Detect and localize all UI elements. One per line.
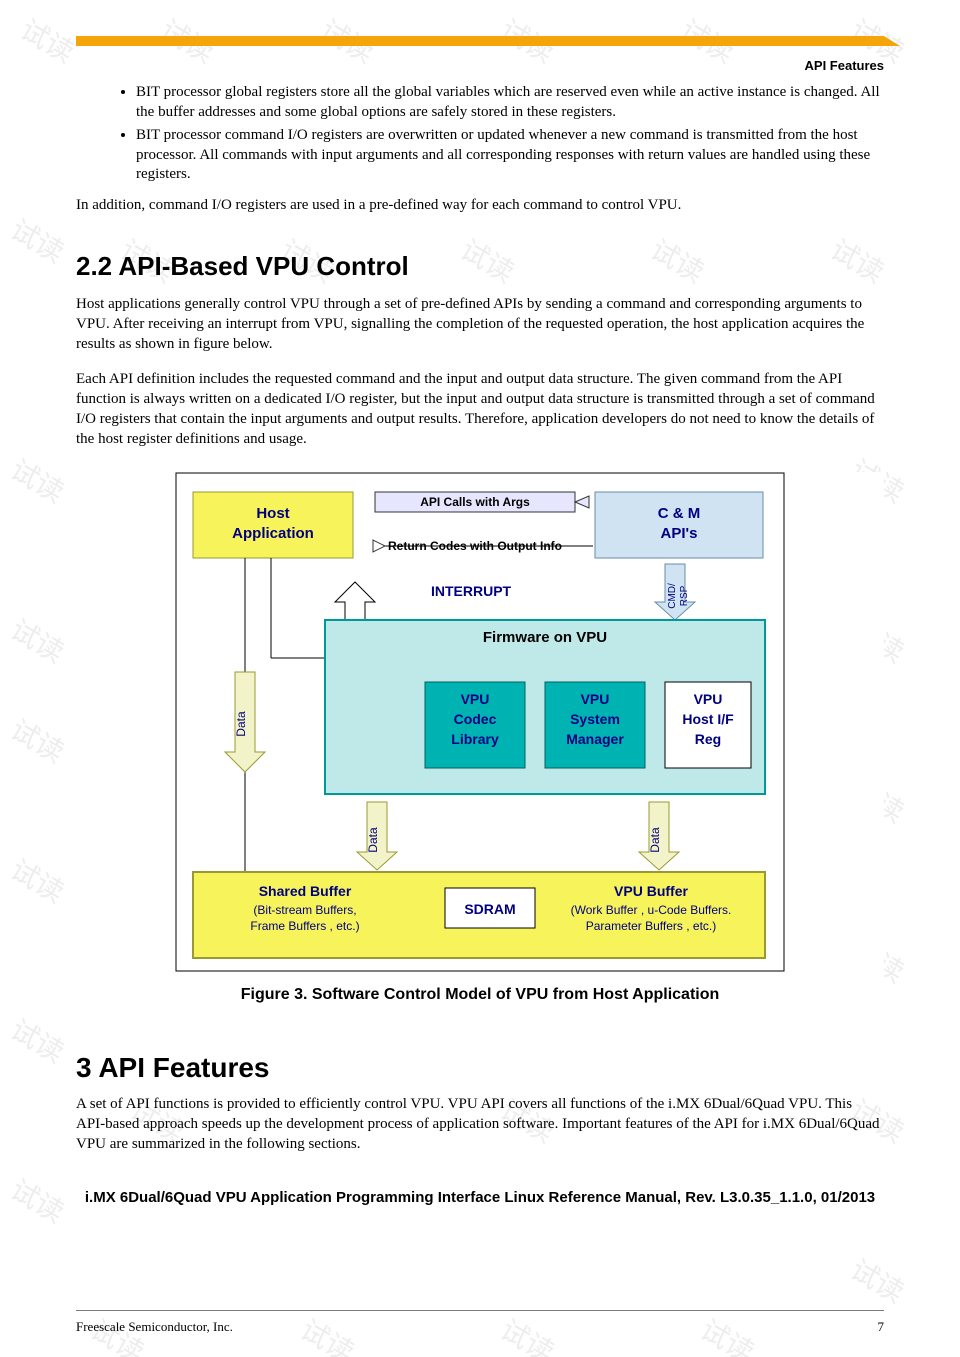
svg-text:System: System [570, 711, 620, 727]
bullet-item: BIT processor command I/O registers are … [136, 126, 884, 185]
svg-text:Application: Application [232, 525, 314, 542]
figure-3: Host Application C & M API's API Calls w… [76, 472, 884, 1004]
paragraph: Each API definition includes the request… [76, 369, 884, 450]
svg-text:INTERRUPT: INTERRUPT [431, 583, 512, 599]
section-3-heading: 3 API Features [76, 1052, 884, 1084]
svg-text:Firmware on VPU: Firmware on VPU [483, 629, 607, 646]
svg-text:RSP: RSP [679, 585, 690, 606]
svg-text:Manager: Manager [566, 731, 624, 747]
paragraph: Host applications generally control VPU … [76, 294, 884, 355]
svg-text:Codec: Codec [454, 711, 497, 727]
svg-text:API's: API's [661, 525, 698, 542]
bullet-list: BIT processor global registers store all… [136, 83, 884, 185]
section-2-2-heading: 2.2 API-Based VPU Control [76, 251, 884, 282]
footer-rule [76, 1310, 884, 1311]
svg-text:VPU: VPU [581, 691, 610, 707]
accent-bar [76, 36, 884, 46]
svg-text:Shared Buffer: Shared Buffer [259, 883, 352, 899]
svg-text:(Work Buffer , u-Code Buffers.: (Work Buffer , u-Code Buffers. [571, 903, 732, 917]
svg-text:Reg: Reg [695, 731, 721, 747]
footer-company: Freescale Semiconductor, Inc. [76, 1319, 233, 1335]
svg-text:CMD/: CMD/ [667, 583, 678, 609]
paragraph: A set of API functions is provided to ef… [76, 1094, 884, 1155]
svg-text:SDRAM: SDRAM [464, 901, 515, 917]
svg-text:VPU: VPU [461, 691, 490, 707]
svg-text:Data: Data [366, 827, 380, 853]
diagram-svg: Host Application C & M API's API Calls w… [175, 472, 785, 972]
svg-text:Frame Buffers , etc.): Frame Buffers , etc.) [250, 919, 359, 933]
svg-text:Host: Host [256, 505, 289, 522]
svg-text:Library: Library [451, 731, 499, 747]
svg-text:C & M: C & M [658, 505, 701, 522]
svg-text:(Bit-stream Buffers,: (Bit-stream Buffers, [253, 903, 356, 917]
running-header: API Features [76, 58, 884, 73]
paragraph: In addition, command I/O registers are u… [76, 195, 884, 215]
page-footer: Freescale Semiconductor, Inc. 7 [76, 1319, 884, 1335]
svg-text:VPU Buffer: VPU Buffer [614, 883, 688, 899]
svg-text:VPU: VPU [694, 691, 723, 707]
svg-text:Parameter Buffers , etc.): Parameter Buffers , etc.) [586, 919, 717, 933]
svg-text:Data: Data [234, 711, 248, 737]
footer-page-number: 7 [878, 1319, 885, 1335]
manual-title: i.MX 6Dual/6Quad VPU Application Program… [76, 1188, 884, 1208]
svg-text:Data: Data [648, 827, 662, 853]
wm: 试读 [844, 1249, 913, 1312]
bullet-item: BIT processor global registers store all… [136, 83, 884, 122]
svg-text:Host I/F: Host I/F [682, 711, 734, 727]
figure-caption: Figure 3. Software Control Model of VPU … [241, 986, 720, 1004]
svg-text:API Calls with Args: API Calls with Args [420, 495, 530, 509]
